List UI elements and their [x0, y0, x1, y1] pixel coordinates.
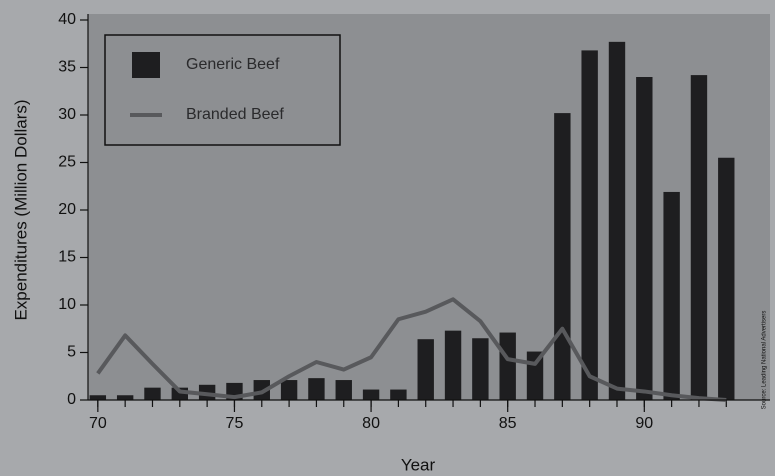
plot-area	[88, 14, 770, 400]
bar	[663, 191, 680, 400]
bar	[472, 338, 489, 400]
bar	[690, 75, 708, 400]
line	[96, 297, 727, 402]
x-tick-label: 85	[499, 415, 517, 432]
legend-label: Branded Beef	[186, 106, 284, 123]
bar	[554, 113, 571, 400]
bar	[89, 395, 107, 400]
legend-box	[104, 34, 341, 146]
x-tick-label: 70	[89, 415, 107, 432]
y-tick-label: 30	[58, 106, 76, 123]
bar	[144, 387, 161, 400]
x-tick-label: 80	[362, 415, 380, 432]
source-note: Source: Leading National Advertisers	[762, 311, 768, 410]
bar	[444, 330, 462, 400]
y-tick-label: 20	[58, 201, 76, 218]
y-tick-label: 10	[58, 296, 76, 313]
y-tick-label: 40	[58, 11, 76, 28]
bar	[116, 395, 134, 400]
y-tick-label: 35	[58, 59, 76, 76]
legend-swatch	[132, 52, 160, 78]
bar	[718, 157, 735, 400]
bar	[335, 380, 352, 400]
y-tick-label: 25	[58, 154, 76, 171]
x-tick-label: 90	[635, 415, 653, 432]
bar	[390, 389, 407, 400]
x-tick-label: 75	[226, 415, 244, 432]
y-axis-label: Expenditures (Million Dollars)	[11, 99, 30, 320]
y-tick-label: 0	[67, 391, 76, 408]
bar	[608, 41, 626, 400]
bar	[636, 77, 653, 400]
bar	[308, 378, 325, 400]
y-tick-label: 15	[58, 249, 76, 266]
legend-label: Generic Beef	[186, 56, 280, 73]
bar	[499, 332, 516, 400]
bar	[417, 339, 434, 400]
bar	[280, 380, 298, 400]
x-axis-label: Year	[401, 455, 436, 474]
bar	[581, 50, 598, 401]
bar	[362, 389, 380, 400]
y-tick-label: 5	[67, 344, 76, 361]
